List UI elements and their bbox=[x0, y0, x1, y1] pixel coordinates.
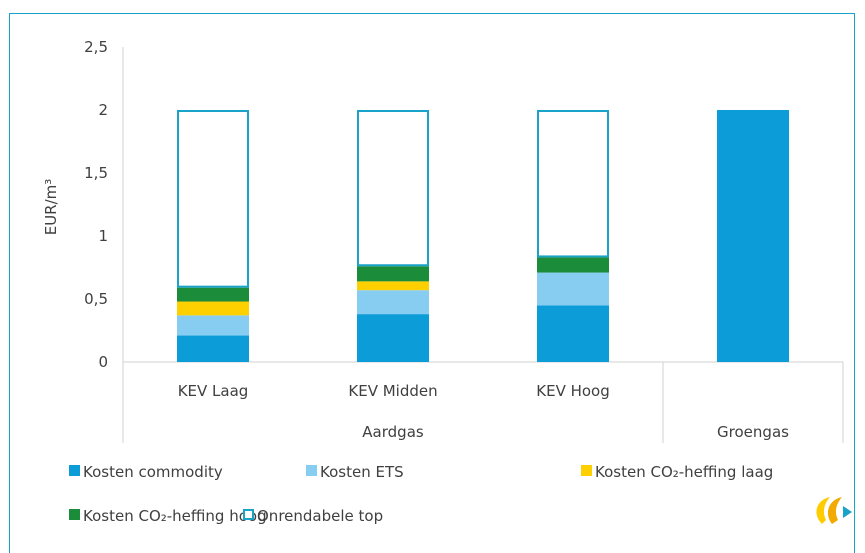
bar-segment bbox=[537, 272, 609, 306]
bar-segment bbox=[177, 335, 249, 362]
y-axis-label: EUR/m³ bbox=[42, 179, 60, 236]
group-label: Groengas bbox=[717, 423, 789, 441]
logo-icon bbox=[816, 497, 852, 524]
y-tick-label: 2,5 bbox=[84, 38, 108, 56]
legend-swatch bbox=[581, 465, 592, 476]
bar-segment bbox=[717, 110, 789, 362]
legend-label: Kosten commodity bbox=[83, 463, 223, 481]
bar-segment bbox=[537, 305, 609, 362]
bar-segment bbox=[177, 287, 249, 302]
chart-frame bbox=[9, 13, 855, 553]
y-tick-label: 2 bbox=[98, 101, 108, 119]
bar-segment bbox=[357, 290, 429, 315]
y-tick-label: 0,5 bbox=[84, 290, 108, 308]
bar-segment bbox=[177, 315, 249, 336]
x-tick-label: KEV Laag bbox=[178, 382, 249, 400]
x-tick-label: KEV Hoog bbox=[536, 382, 610, 400]
bar-segment bbox=[357, 266, 429, 282]
legend-swatch bbox=[306, 465, 317, 476]
legend-label: Kosten CO₂-heffing laag bbox=[595, 463, 773, 481]
legend-swatch bbox=[69, 509, 80, 520]
bar-segment bbox=[177, 110, 249, 288]
bar-segment bbox=[357, 110, 429, 267]
legend-swatch bbox=[243, 509, 254, 520]
group-label: Aardgas bbox=[362, 423, 424, 441]
legend-label: Onrendabele top bbox=[257, 507, 383, 525]
legend-swatch bbox=[69, 465, 80, 476]
bar-segment bbox=[537, 257, 609, 273]
y-tick-label: 1 bbox=[98, 227, 108, 245]
x-tick-label: KEV Midden bbox=[348, 382, 437, 400]
legend-label: Kosten ETS bbox=[320, 463, 404, 481]
y-tick-label: 0 bbox=[98, 353, 108, 371]
bar-segment bbox=[177, 301, 249, 316]
bar-segment bbox=[537, 110, 609, 258]
legend-label: Kosten CO₂-heffing hoog bbox=[83, 507, 267, 525]
y-tick-label: 1,5 bbox=[84, 164, 108, 182]
bar-segment bbox=[357, 314, 429, 362]
bar-segment bbox=[357, 281, 429, 291]
